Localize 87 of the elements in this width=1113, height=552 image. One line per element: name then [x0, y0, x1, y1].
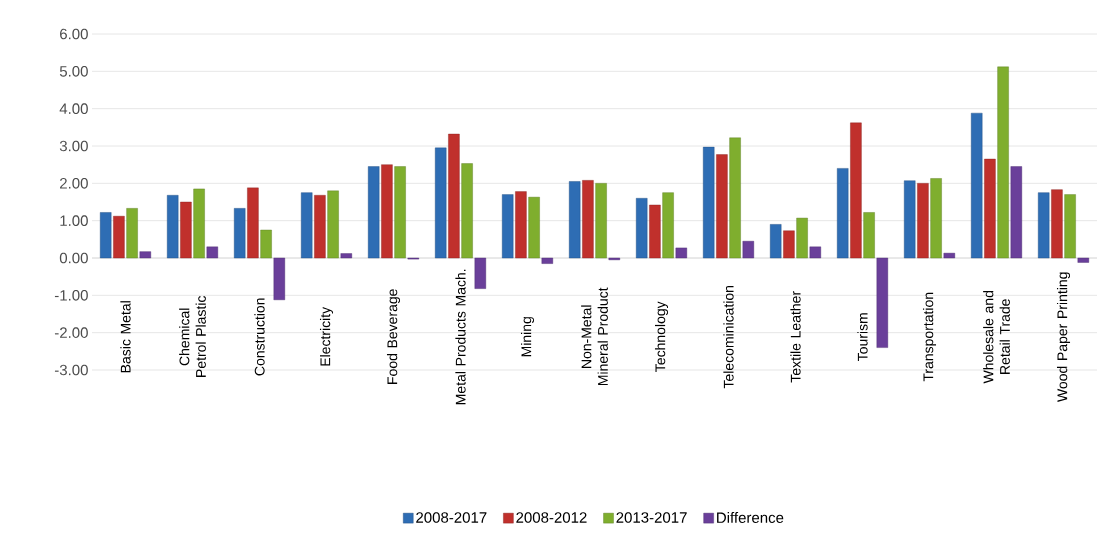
- y-tick-label: 2.00: [60, 178, 88, 189]
- bar: [675, 247, 688, 259]
- bar: [327, 190, 339, 259]
- bar: [1051, 189, 1063, 259]
- bar: [770, 224, 782, 259]
- bar: [703, 146, 715, 259]
- bar: [541, 257, 553, 264]
- y-tick-label: 5.00: [59, 66, 88, 77]
- bar: [381, 164, 393, 259]
- bar: [649, 204, 661, 259]
- bar: [930, 178, 942, 259]
- bar: [1077, 257, 1090, 263]
- bar: [917, 183, 929, 259]
- bar: [850, 122, 862, 259]
- bar: [662, 192, 674, 259]
- y-tick-label: -1.00: [54, 290, 88, 301]
- legend-label: 2013-2017: [616, 512, 687, 523]
- legend-label: 2008-2017: [416, 512, 487, 523]
- bar: [1010, 166, 1023, 259]
- bar: [435, 147, 447, 259]
- bar: [582, 180, 594, 259]
- bar: [314, 195, 326, 259]
- bar: [984, 158, 996, 259]
- x-tick-label: Textile Leather: [790, 291, 801, 383]
- bar: [113, 215, 125, 259]
- x-tick-label: Transportation: [922, 292, 937, 382]
- y-tick-label: 3.00: [59, 140, 88, 152]
- bar: [971, 112, 983, 259]
- x-tick-label: Non-Metal Mineral Product: [581, 287, 608, 386]
- y-tick-label: 0.00: [59, 252, 88, 264]
- x-tick-label: Telecominication: [723, 285, 734, 389]
- x-tick-label: Metal Products Mach.: [455, 269, 466, 405]
- legend-label: 2008-2012: [516, 512, 587, 523]
- bar: [461, 163, 473, 259]
- bar: [167, 195, 179, 259]
- x-tick-label: Mining: [520, 317, 535, 357]
- bar: [340, 253, 352, 259]
- bar: [1064, 194, 1076, 259]
- bar: [100, 212, 112, 259]
- x-tick-label: Basic Metal: [120, 301, 131, 373]
- y-tick-label: -2.00: [54, 327, 88, 338]
- bar: [863, 212, 875, 259]
- bar: [394, 166, 406, 259]
- x-tick-label: Chemical Petrol Plastic: [179, 295, 206, 377]
- bar: [595, 183, 607, 259]
- bar: [301, 192, 313, 259]
- bar: [193, 188, 205, 259]
- bar: [126, 208, 138, 259]
- bar: [206, 246, 218, 259]
- bar: [716, 154, 728, 259]
- bar: [247, 187, 259, 259]
- bar: [502, 194, 514, 259]
- x-tick-label: Wholesale and Retail Trade: [983, 291, 1010, 384]
- bar: [742, 241, 755, 259]
- bar: [515, 191, 527, 259]
- bar: [1038, 192, 1050, 259]
- y-tick-label: 4.00: [59, 103, 88, 114]
- x-tick-label: Tourism: [857, 313, 868, 361]
- legend-label: Difference: [717, 511, 784, 523]
- x-tick-label: Wood Paper Printing: [1056, 272, 1071, 402]
- y-tick-label: -3.00: [54, 364, 88, 376]
- bar: [729, 137, 741, 259]
- bar: [997, 66, 1009, 259]
- bar: [783, 230, 795, 259]
- x-tick-label: Electricity: [319, 306, 334, 366]
- y-tick-label: 1.00: [60, 215, 88, 226]
- bar: [943, 252, 956, 259]
- bar: [528, 196, 540, 259]
- bar: [876, 257, 889, 348]
- bar: [180, 201, 192, 259]
- bar: [448, 133, 460, 259]
- x-tick-label: Technology: [654, 301, 669, 372]
- bar: [234, 208, 246, 259]
- bar: [139, 251, 151, 259]
- bar: [474, 257, 486, 289]
- bar: [904, 180, 916, 259]
- y-tick-label: 6.00: [60, 28, 88, 40]
- bar: [837, 168, 849, 259]
- bar: [796, 217, 808, 259]
- bar: [368, 166, 380, 259]
- bar: [636, 198, 648, 259]
- bar: [273, 257, 285, 301]
- bar: [260, 229, 272, 259]
- bar: [569, 181, 581, 259]
- bar: [809, 246, 822, 259]
- x-tick-label: Food Beverage: [386, 289, 401, 384]
- x-tick-label: Construction: [254, 298, 265, 376]
